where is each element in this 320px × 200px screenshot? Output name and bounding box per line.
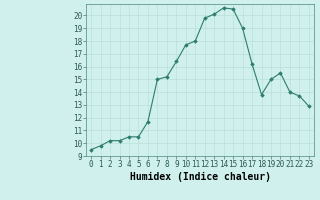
X-axis label: Humidex (Indice chaleur): Humidex (Indice chaleur) — [130, 172, 270, 182]
